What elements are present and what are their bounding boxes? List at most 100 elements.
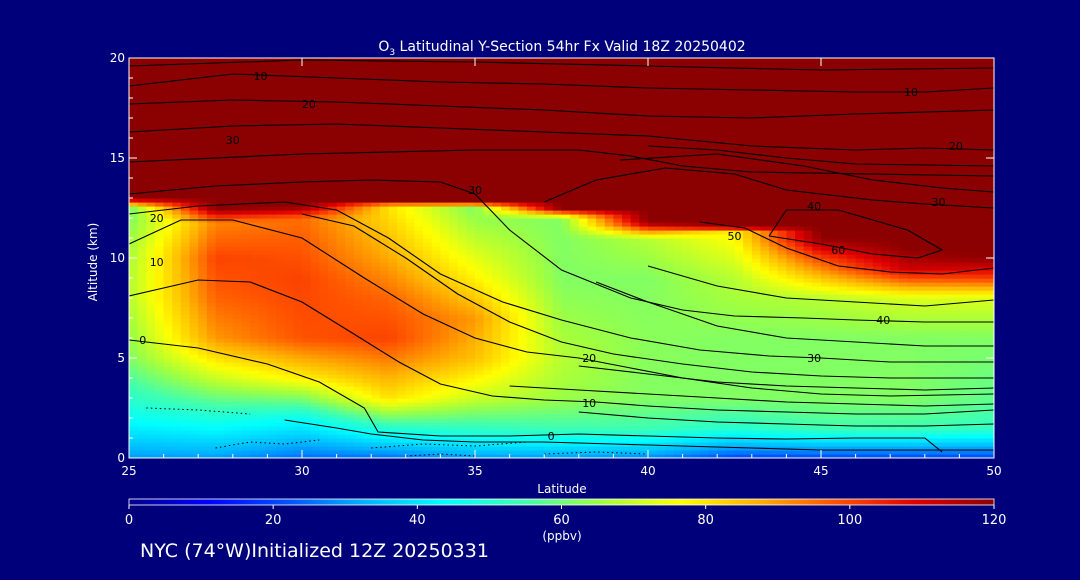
heatmap-cell xyxy=(535,182,545,187)
heatmap-cell xyxy=(414,394,424,399)
heatmap-cell xyxy=(388,326,398,331)
heatmap-cell xyxy=(172,374,182,379)
heatmap-cell xyxy=(302,386,312,391)
heatmap-cell xyxy=(500,238,511,243)
heatmap-cell xyxy=(371,94,381,99)
heatmap-cell xyxy=(518,150,528,155)
heatmap-cell xyxy=(509,326,519,331)
heatmap-cell xyxy=(206,322,217,327)
heatmap-cell xyxy=(180,214,191,219)
heatmap-cell xyxy=(345,134,355,139)
heatmap-cell xyxy=(535,334,545,339)
heatmap-cell xyxy=(302,434,312,439)
heatmap-cell xyxy=(431,242,441,247)
heatmap-cell xyxy=(232,78,243,83)
heatmap-cell xyxy=(483,358,493,363)
heatmap-cell xyxy=(500,346,511,351)
heatmap-cell xyxy=(518,350,528,355)
heatmap-cell xyxy=(414,174,424,179)
heatmap-cell xyxy=(457,274,467,279)
heatmap-cell xyxy=(466,94,476,99)
heatmap-cell xyxy=(267,434,277,439)
heatmap-cell xyxy=(449,66,459,71)
heatmap-cell xyxy=(353,378,364,383)
heatmap-cell xyxy=(172,318,182,323)
heatmap-cell xyxy=(414,318,424,323)
heatmap-cell xyxy=(405,210,416,215)
heatmap-cell xyxy=(379,318,390,323)
heatmap-cell xyxy=(552,158,563,163)
heatmap-cell xyxy=(492,422,502,427)
heatmap-cell xyxy=(267,402,277,407)
heatmap-cell xyxy=(310,134,320,139)
heatmap-cell xyxy=(535,118,545,123)
heatmap-cell xyxy=(552,306,563,311)
heatmap-cell xyxy=(276,106,286,111)
heatmap-cell xyxy=(457,346,467,351)
heatmap-cell xyxy=(388,418,398,423)
heatmap-cell xyxy=(137,78,147,83)
heatmap-cell xyxy=(336,438,346,443)
heatmap-cell xyxy=(362,190,372,195)
heatmap-cell xyxy=(267,146,277,151)
heatmap-cell xyxy=(423,190,433,195)
heatmap-cell xyxy=(500,410,511,415)
heatmap-cell xyxy=(258,446,268,451)
heatmap-cell xyxy=(224,78,234,83)
heatmap-cell xyxy=(414,354,424,359)
heatmap-cell xyxy=(535,166,545,171)
heatmap-cell xyxy=(336,218,346,223)
heatmap-cell xyxy=(492,238,502,243)
heatmap-cell xyxy=(327,382,338,387)
heatmap-cell xyxy=(397,190,407,195)
heatmap-cell xyxy=(232,158,243,163)
heatmap-cell xyxy=(336,134,346,139)
heatmap-cell xyxy=(500,66,511,71)
heatmap-cell xyxy=(475,394,485,399)
heatmap-cell xyxy=(535,202,545,207)
heatmap-cell xyxy=(163,386,173,391)
heatmap-cell xyxy=(345,418,355,423)
heatmap-cell xyxy=(509,250,519,255)
heatmap-cell xyxy=(371,126,381,131)
heatmap-cell xyxy=(180,262,191,267)
heatmap-cell xyxy=(353,338,364,343)
heatmap-cell xyxy=(526,262,537,267)
heatmap-cell xyxy=(371,394,381,399)
heatmap-cell xyxy=(146,254,156,259)
heatmap-cell xyxy=(362,166,372,171)
heatmap-cell xyxy=(336,358,346,363)
heatmap-cell xyxy=(146,198,156,203)
heatmap-cell xyxy=(146,302,156,307)
heatmap-cell xyxy=(250,438,260,443)
heatmap-cell xyxy=(284,118,294,123)
heatmap-cell xyxy=(362,274,372,279)
heatmap-cell xyxy=(267,394,277,399)
heatmap-cell xyxy=(475,430,485,435)
heatmap-cell xyxy=(302,390,312,395)
heatmap-cell xyxy=(457,138,467,143)
heatmap-cell xyxy=(129,154,139,159)
heatmap-cell xyxy=(500,58,511,63)
heatmap-cell xyxy=(405,130,416,135)
heatmap-cell xyxy=(518,346,528,351)
heatmap-cell xyxy=(180,202,191,207)
heatmap-cell xyxy=(475,374,485,379)
heatmap-cell xyxy=(154,390,165,395)
heatmap-cell xyxy=(215,382,225,387)
heatmap-cell xyxy=(483,398,493,403)
heatmap-cell xyxy=(258,414,268,419)
heatmap-cell xyxy=(362,406,372,411)
heatmap-cell xyxy=(526,370,537,375)
heatmap-cell xyxy=(206,370,217,375)
heatmap-cell xyxy=(388,106,398,111)
heatmap-cell xyxy=(215,310,225,315)
heatmap-cell xyxy=(483,210,493,215)
heatmap-cell xyxy=(180,342,191,347)
heatmap-cell xyxy=(440,302,450,307)
heatmap-cell xyxy=(215,210,225,215)
heatmap-cell xyxy=(250,382,260,387)
heatmap-cell xyxy=(449,398,459,403)
heatmap-cell xyxy=(198,222,208,227)
heatmap-cell xyxy=(500,402,511,407)
